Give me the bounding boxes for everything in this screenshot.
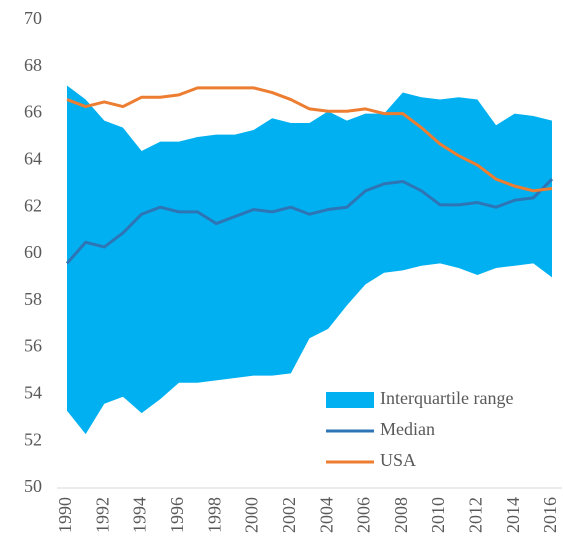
x-tick-label: 2004	[316, 497, 336, 533]
x-tick-label: 2006	[354, 497, 374, 533]
y-tick-label: 58	[24, 289, 42, 309]
y-tick-label: 62	[24, 195, 42, 215]
legend-swatch	[326, 392, 374, 408]
x-tick-label: 2012	[466, 497, 486, 533]
x-tick-label: 1996	[167, 497, 187, 533]
x-tick-label: 1992	[92, 497, 112, 533]
x-tick-label: 2000	[242, 497, 262, 533]
x-tick-label: 2010	[428, 497, 448, 533]
interquartile-area	[67, 85, 552, 435]
series-line	[65, 178, 554, 265]
series-line	[66, 86, 553, 193]
x-tick-label: 2008	[391, 497, 411, 533]
y-tick-label: 54	[24, 383, 42, 403]
x-tick-label: 1990	[55, 497, 75, 533]
y-tick-label: 60	[24, 242, 42, 262]
x-tick-label: 2002	[279, 497, 299, 533]
y-tick-label: 66	[24, 102, 42, 122]
x-tick-label: 2014	[503, 497, 523, 533]
y-tick-label: 70	[24, 8, 42, 28]
y-tick-label: 68	[24, 55, 42, 75]
y-tick-label: 52	[24, 429, 42, 449]
y-tick-label: 56	[24, 336, 42, 356]
x-tick-label: 1998	[204, 497, 224, 533]
y-tick-label: 50	[24, 476, 42, 496]
y-tick-label: 64	[24, 149, 42, 169]
x-tick-label: 2016	[540, 497, 560, 533]
legend-label: USA	[380, 450, 416, 470]
x-tick-label: 1994	[130, 497, 150, 533]
legend-label: Interquartile range	[380, 388, 513, 408]
legend-label: Median	[380, 419, 435, 439]
